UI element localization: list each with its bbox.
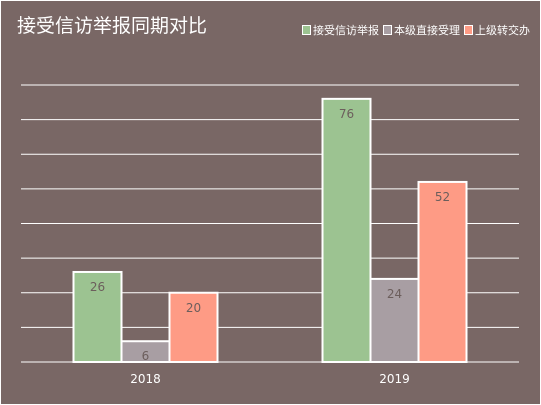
legend-label-series-0: 接受信访举报	[313, 24, 379, 37]
data-label-2018-series-2: 20	[186, 301, 201, 315]
bar-2018-series-0	[72, 270, 123, 364]
legend-item-series-2: 上级转交办	[464, 22, 530, 38]
bar-2019-series-2	[417, 180, 468, 363]
data-label-2019-series-0: 76	[339, 107, 354, 121]
legend-label-series-2: 上级转交办	[475, 24, 530, 37]
data-label-2019-series-1: 24	[387, 287, 402, 301]
legend-label-series-1: 本级直接受理	[394, 24, 460, 37]
data-label-2018-series-1: 6	[142, 349, 150, 363]
bar-2019-series-0	[321, 97, 372, 363]
legend-item-series-0: 接受信访举报	[302, 22, 379, 38]
legend-swatch-series-2	[464, 25, 473, 35]
legend-swatch-series-0	[302, 25, 311, 35]
data-label-2019-series-2: 52	[435, 190, 450, 204]
bar-2018-series-2	[168, 291, 219, 363]
legend: 接受信访举报 本级直接受理 上级转交办	[302, 22, 530, 38]
x-tick-label-2018: 2018	[130, 372, 161, 386]
legend-item-series-1: 本级直接受理	[383, 22, 460, 38]
data-label-2018-series-0: 26	[90, 280, 105, 294]
chart-title: 接受信访举报同期对比	[17, 15, 208, 37]
x-tick-label-2019: 2019	[379, 372, 410, 386]
legend-swatch-series-1	[383, 25, 392, 35]
